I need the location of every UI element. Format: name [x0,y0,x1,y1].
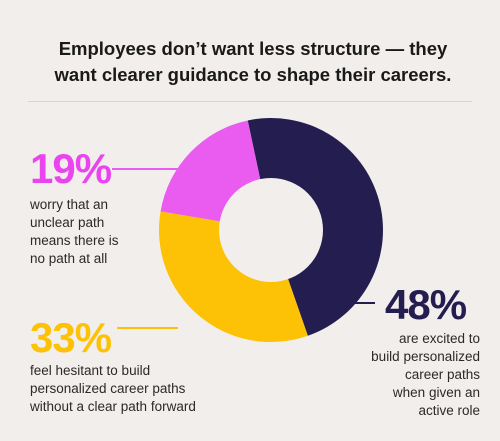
desc-line: are excited to [398,331,480,346]
headline-line-2: want clearer guidance to shape their car… [54,64,452,85]
desc-line: no path at all [30,251,108,266]
desc-line: active role [418,403,480,418]
divider [28,101,472,102]
slice-label-33-percent: 33% [30,314,112,361]
headline: Employees don’t want less structure — th… [18,36,488,88]
slice-description-19-percent: worry that an unclear path means there i… [30,196,180,268]
slice-label-48-percent: 48% [385,281,467,328]
desc-line: without a clear path forward [30,399,196,414]
desc-line: personalized career paths [30,381,186,396]
leader-lines [112,168,375,329]
slice-description-33-percent: feel hesitant to build personalized care… [30,362,260,416]
desc-line: build personalized [371,349,480,364]
desc-line: when given an [392,385,480,400]
slice-label-19-percent: 19% [30,145,112,192]
desc-line: career paths [404,367,480,382]
desc-line: unclear path [30,215,105,230]
desc-line: feel hesitant to build [30,363,151,378]
headline-line-1: Employees don’t want less structure — th… [58,38,448,59]
desc-line: worry that an [30,197,109,212]
desc-line: means there is [30,233,119,248]
slice-description-48-percent: are excited to build personalized career… [310,330,480,420]
donut-hole [219,178,323,282]
